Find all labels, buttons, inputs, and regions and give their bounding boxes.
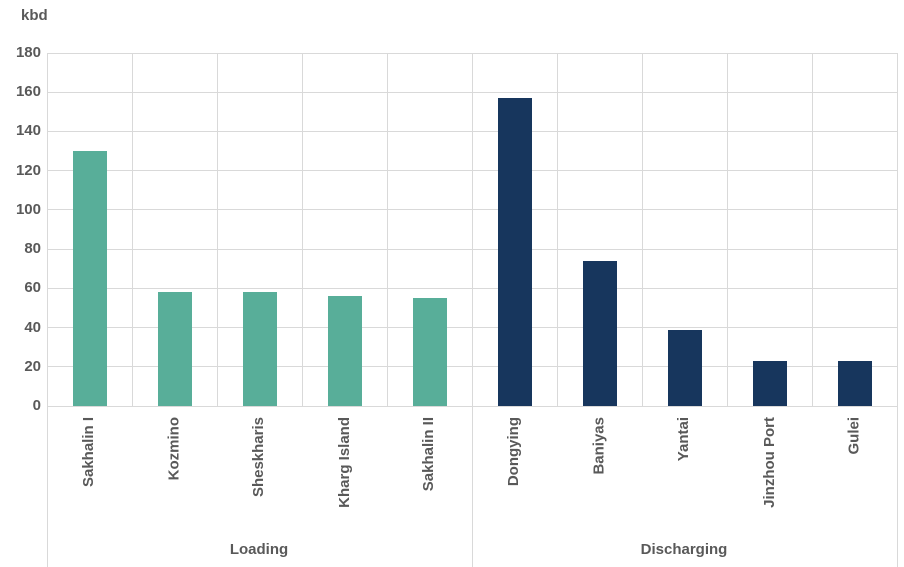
gridline-vertical xyxy=(726,53,728,406)
bar-gulei xyxy=(837,360,872,406)
y-axis-unit-label: kbd xyxy=(21,7,48,24)
y-axis-tick-label: 0 xyxy=(32,397,41,414)
bar-sheskharis xyxy=(242,292,277,406)
category-label: Kozmino xyxy=(165,417,183,481)
gridline-vertical xyxy=(896,53,898,406)
axis-band-separator xyxy=(46,406,48,567)
gridline-vertical xyxy=(46,53,48,406)
y-axis-tick-label: 180 xyxy=(15,44,41,61)
category-label: Sheskharis xyxy=(250,417,268,498)
bar-sakhalin-ii xyxy=(412,298,447,406)
category-label: Sakhalin I xyxy=(80,417,98,488)
gridline-vertical xyxy=(216,53,218,406)
y-axis-tick-label: 160 xyxy=(15,83,41,101)
gridline-vertical xyxy=(811,53,813,406)
gridline-vertical xyxy=(556,53,558,406)
y-axis-tick-label: 60 xyxy=(24,279,41,297)
gridline-vertical xyxy=(641,53,643,406)
axis-band-separator xyxy=(471,406,473,567)
y-axis-tick-label: 40 xyxy=(24,318,41,336)
category-label: Dongying xyxy=(505,417,523,487)
category-label: Jinzhou Port xyxy=(760,417,778,508)
gridline-vertical xyxy=(131,53,133,406)
bar-dongying xyxy=(497,98,532,406)
y-axis-tick-label: 80 xyxy=(24,240,41,258)
gridline-vertical xyxy=(471,53,473,406)
group-label-discharging: Discharging xyxy=(640,541,728,558)
bar-jinzhou-port xyxy=(752,360,787,406)
bar-kozmino xyxy=(157,292,192,406)
bar-kharg-island xyxy=(327,296,362,406)
y-axis-tick-label: 140 xyxy=(15,122,41,140)
bar-yantai xyxy=(667,329,702,406)
y-axis-tick-label: 20 xyxy=(24,357,41,375)
gridline-vertical xyxy=(386,53,388,406)
y-axis-tick-label: 100 xyxy=(15,200,41,218)
category-label: Kharg Island xyxy=(335,417,353,508)
category-label: Baniyas xyxy=(590,417,608,475)
gridline-vertical xyxy=(301,53,303,406)
bar-sakhalin-i xyxy=(72,151,107,406)
category-label: Gulei xyxy=(845,417,863,455)
axis-band-separator xyxy=(896,406,898,567)
group-label-loading: Loading xyxy=(229,541,289,558)
category-label: Sakhalin II xyxy=(420,417,438,492)
category-label: Yantai xyxy=(675,417,693,462)
y-axis-tick-label: 120 xyxy=(15,161,41,179)
bar-baniyas xyxy=(582,260,617,406)
